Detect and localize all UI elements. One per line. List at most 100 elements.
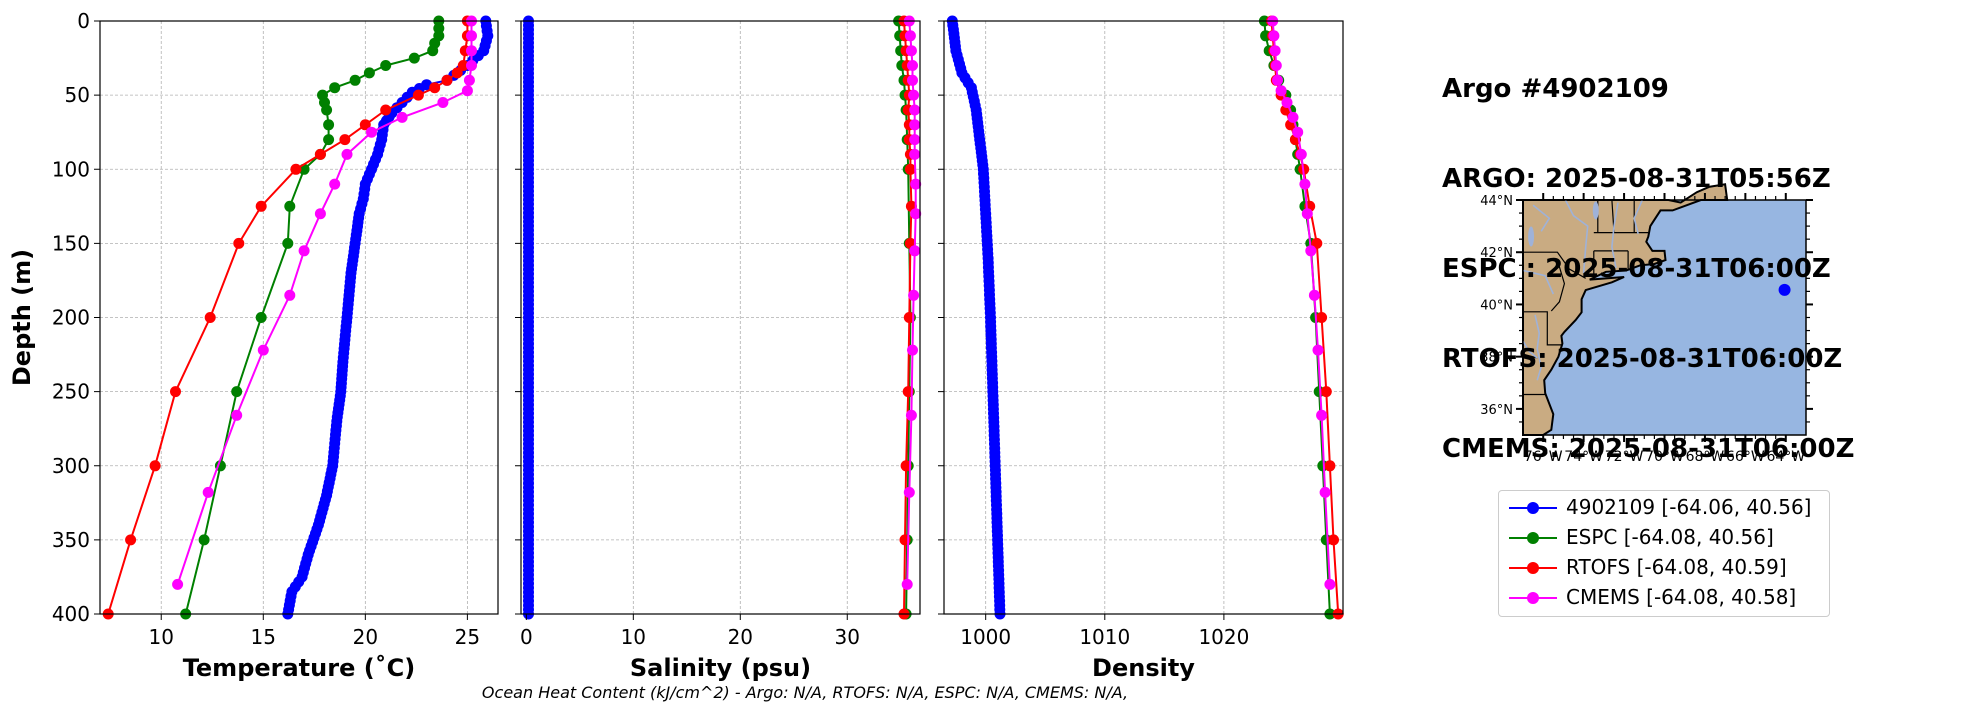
map-lat-label: 40°N <box>1480 298 1513 313</box>
series-cmems-point <box>257 344 269 356</box>
map-lon-label: 74°W <box>1564 449 1603 465</box>
y-tick-label: 350 <box>52 528 90 552</box>
series-cmems-point <box>1268 30 1280 42</box>
ohc-footer: Ocean Heat Content (kJ/cm^2) - Argo: N/A… <box>481 683 1129 702</box>
series-espc-point <box>408 52 420 64</box>
legend-item-espc: ESPC [-64.08, 40.56] <box>1499 523 1829 553</box>
series-cmems-point <box>1292 126 1304 138</box>
series-rtofs-point <box>904 163 916 175</box>
legend: 4902109 [-64.06, 40.56] ESPC [-64.08, 40… <box>1498 490 1830 617</box>
series-rtofs-point <box>255 200 267 212</box>
series-cmems-point <box>908 289 920 301</box>
location-map: 44°N 42°N 40°N 38°N 36°N 76°W 74°W 72°W 70°W 68°W… <box>1480 183 1813 465</box>
y-tick-label: 300 <box>52 454 90 478</box>
map-lon-label: 76°W <box>1524 449 1563 465</box>
map-river <box>1532 204 1551 232</box>
map-river <box>1564 199 1589 274</box>
map-river <box>1611 202 1619 269</box>
legend-marker-icon <box>1509 532 1557 544</box>
map-river <box>1534 314 1543 381</box>
x-axis-label: Salinity (psu) <box>630 654 811 682</box>
series-cmems-point <box>1305 245 1317 257</box>
series-rtofs-point <box>290 163 302 175</box>
series-cmems-point <box>366 126 377 138</box>
legend-marker-icon <box>1509 502 1557 514</box>
series-rtofs-point <box>412 89 424 101</box>
x-tick-label: 10 <box>149 625 174 649</box>
map-lon-label: 68°W <box>1686 449 1725 465</box>
map-border <box>1523 311 1563 346</box>
series-cmems-point <box>1272 74 1283 86</box>
series-cmems-point <box>314 208 326 220</box>
series-cmems-point <box>1312 344 1324 356</box>
x-axis-label: Density <box>1092 654 1195 682</box>
legend-item-cmems: CMEMS [-64.08, 40.58] <box>1499 583 1829 613</box>
series-cmems-point <box>284 289 296 301</box>
series-rtofs-point <box>339 134 351 146</box>
y-tick-label: 250 <box>52 380 90 404</box>
x-tick-label: 20 <box>353 625 378 649</box>
series-cmems-point <box>909 119 921 131</box>
map-river <box>1522 340 1538 359</box>
series-cmems-point <box>1287 111 1299 123</box>
series-cmems-point <box>1316 409 1328 421</box>
series-cmems-point <box>903 486 915 498</box>
y-tick-label: 0 <box>77 9 90 33</box>
series-rtofs-point <box>359 119 371 131</box>
series-rtofs-point <box>429 82 441 94</box>
series-espc-point <box>323 119 335 131</box>
series-cmems-point <box>904 30 916 42</box>
map-lon-label: 70°W <box>1645 449 1684 465</box>
series-rtofs-point <box>204 312 216 323</box>
x-tick-label: 0 <box>520 625 533 649</box>
series-cmems-point <box>466 30 477 42</box>
legend-label: RTOFS [-64.08, 40.59] <box>1566 555 1787 579</box>
map-border <box>1523 251 1586 279</box>
info-argo-time: ARGO: 2025-08-31T05:56Z <box>1442 164 1831 194</box>
map-lon-label: 64°W <box>1766 449 1805 465</box>
series-espc-point <box>282 237 294 249</box>
x-tick-label: 15 <box>251 625 276 649</box>
map-border <box>1550 259 1566 312</box>
map-lake <box>1592 201 1599 220</box>
series-cmems-point <box>461 85 473 97</box>
series-rtofs-point <box>457 60 469 71</box>
map-river <box>1522 269 1555 295</box>
legend-label: CMEMS [-64.08, 40.58] <box>1566 585 1797 609</box>
map-river <box>1633 199 1644 235</box>
series-cmems-point <box>466 60 477 71</box>
x-axis-label: Temperature (˚C) <box>183 654 416 682</box>
x-tick-label: 1010 <box>1079 625 1130 649</box>
legend-item-argo: 4902109 [-64.06, 40.56] <box>1499 493 1829 523</box>
map-float-marker <box>1778 283 1791 296</box>
legend-label: 4902109 [-64.06, 40.56] <box>1566 495 1812 519</box>
series-cmems-point <box>909 104 921 116</box>
series-rtofs-point <box>1328 534 1339 546</box>
info-title: Argo #4902109 <box>1442 74 1669 104</box>
series-rtofs-point <box>903 312 915 323</box>
y-tick-label: 50 <box>65 83 90 107</box>
series-cmems-point <box>907 60 918 71</box>
series-cmems-point <box>908 89 920 101</box>
series-rtofs-point <box>1324 460 1336 472</box>
series-cmems-point <box>909 148 921 160</box>
series-cmems-point <box>905 45 917 57</box>
map-lake <box>1528 226 1535 247</box>
series-cmems-point <box>202 486 214 498</box>
y-tick-label: 100 <box>52 157 90 181</box>
salinity-panel: 0 10 20 30 Salinity (psu) <box>515 15 922 682</box>
series-rtofs-point <box>380 104 392 116</box>
series-rtofs-point <box>170 386 181 398</box>
y-axis-label: Depth (m) <box>8 249 36 386</box>
legend-marker-icon <box>1509 562 1557 574</box>
map-lat-label: 44°N <box>1480 194 1513 209</box>
x-tick-label: 1000 <box>960 625 1011 649</box>
info-cmems-time: CMEMS: 2025-08-31T06:00Z <box>1442 434 1855 464</box>
series-cmems-point <box>466 45 477 57</box>
temperature-panel: 10 15 20 25050100150200250300350400Temperat… <box>8 9 499 682</box>
series-cmems-point <box>1324 578 1336 590</box>
series-cmems-point <box>1299 178 1311 190</box>
map-lat-label: 36°N <box>1480 403 1513 418</box>
series-cmems-point <box>907 344 918 356</box>
